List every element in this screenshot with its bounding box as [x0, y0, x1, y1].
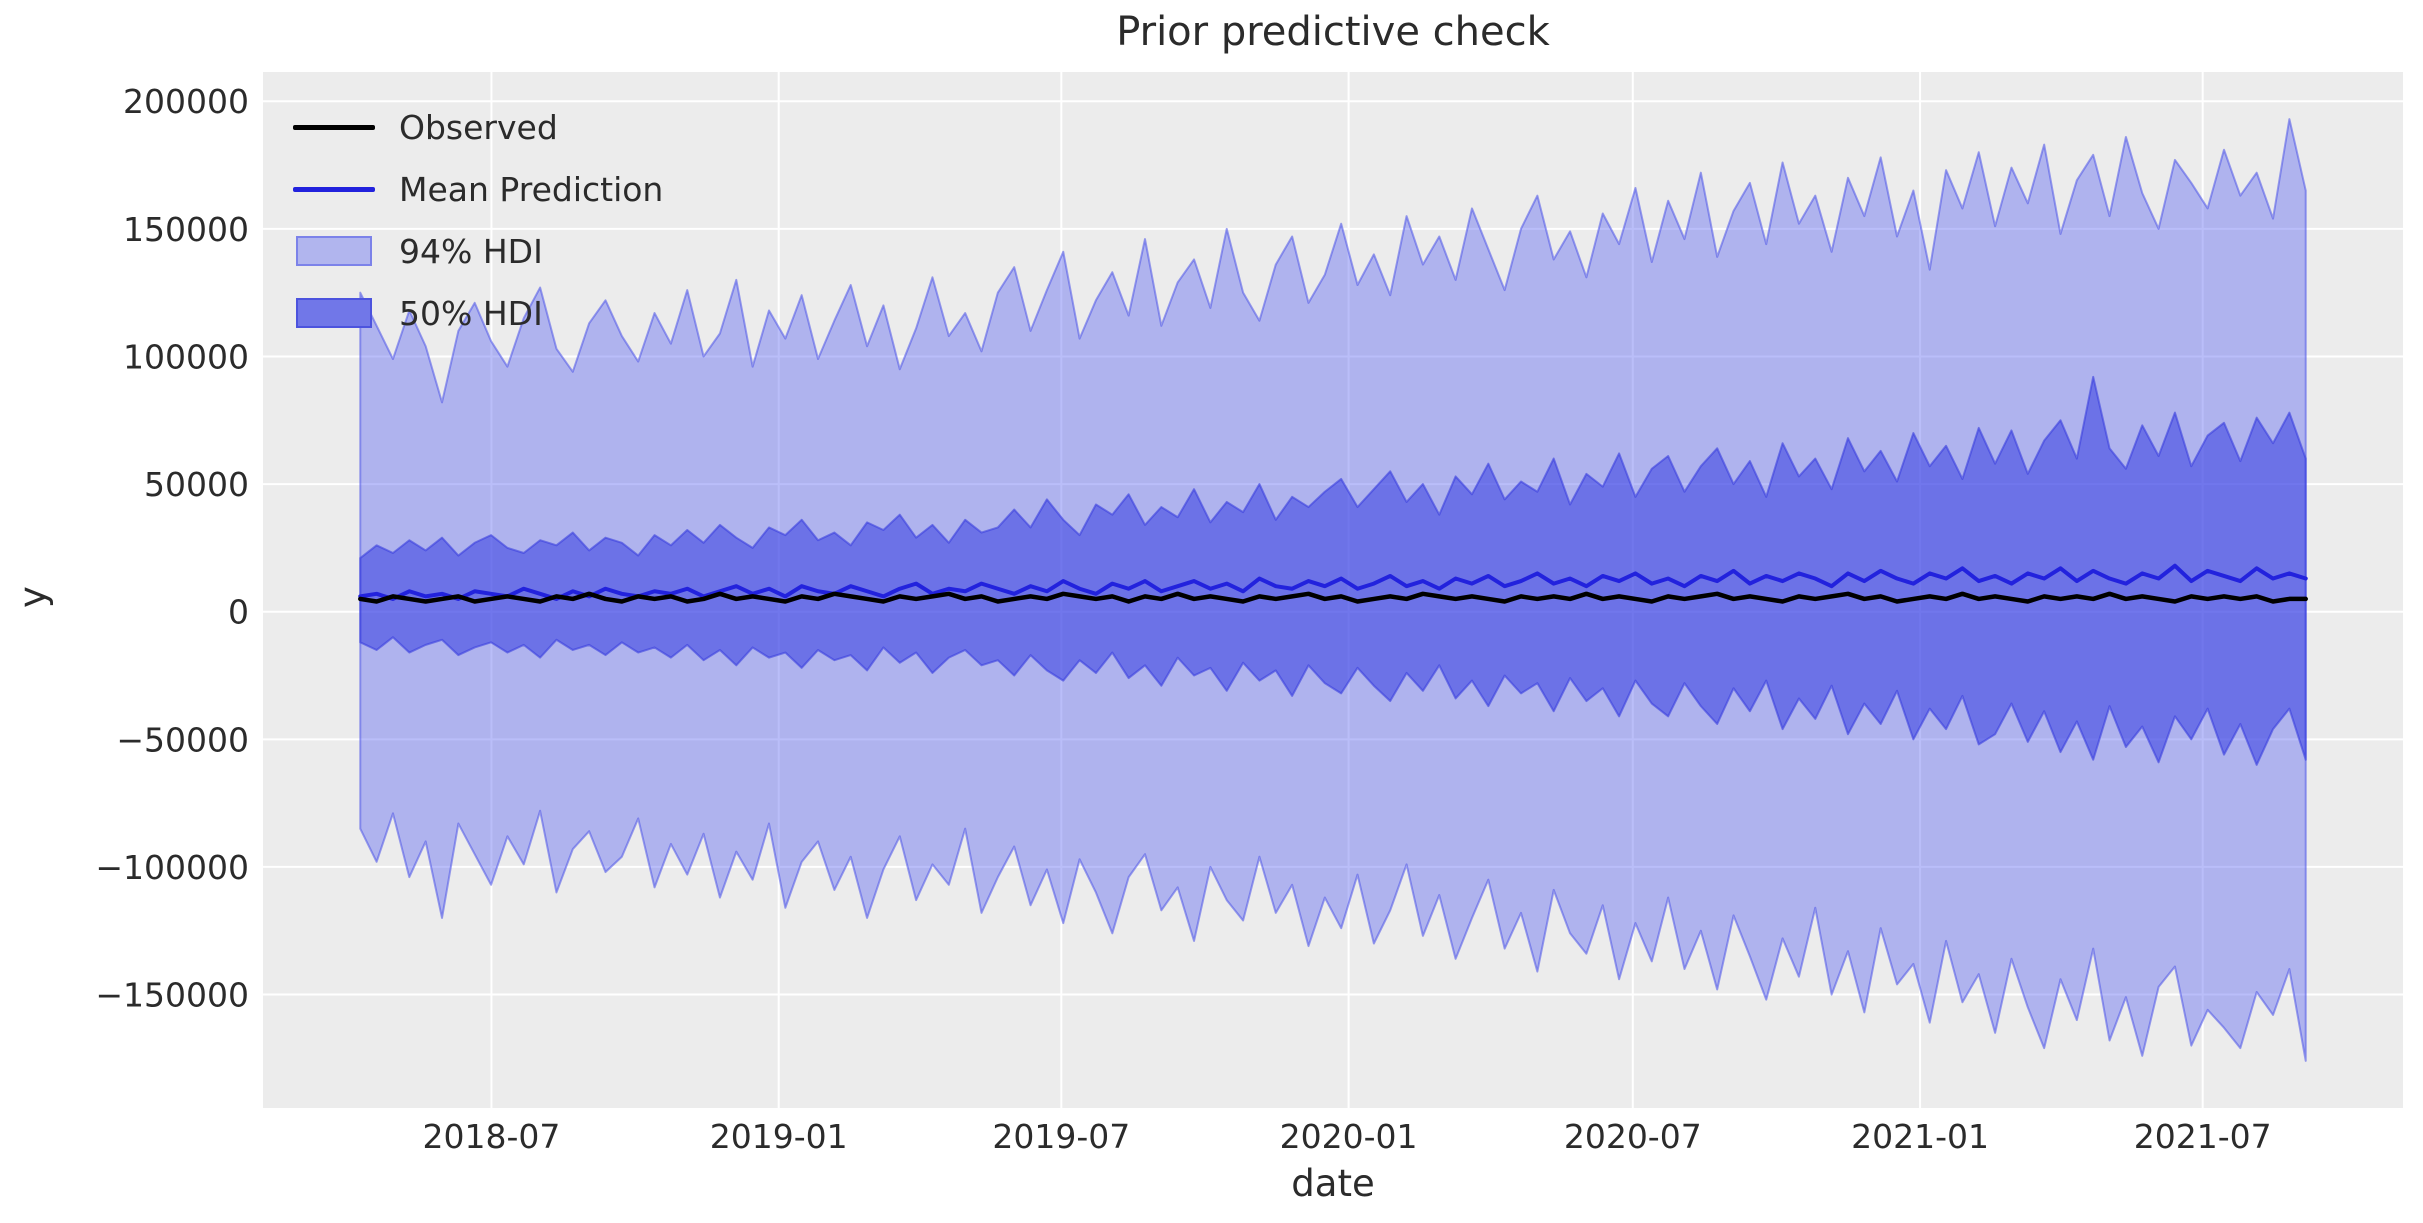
x-tick-label: 2021-07: [2134, 1117, 2272, 1156]
legend-label: 50% HDI: [399, 293, 543, 333]
x-tick-label: 2020-07: [1564, 1117, 1702, 1156]
legend: Observed Mean Prediction 94% HDI 50% HDI: [293, 96, 663, 344]
y-tick-label: 50000: [144, 465, 249, 504]
x-tick-label: 2018-07: [422, 1117, 560, 1156]
x-axis-label: date: [1291, 1162, 1375, 1205]
legend-item-mean-prediction: Mean Prediction: [293, 158, 663, 220]
mean-prediction-line-swatch: [293, 186, 375, 192]
x-tick-label: 2020-01: [1280, 1117, 1418, 1156]
y-tick-label: 0: [228, 593, 249, 632]
y-tick-label: 100000: [123, 337, 249, 376]
legend-label: Mean Prediction: [399, 169, 664, 209]
y-tick-label: −50000: [116, 720, 249, 759]
x-tick-label: 2019-07: [992, 1117, 1130, 1156]
x-tick-label: 2019-01: [710, 1117, 848, 1156]
mean-prediction-line: [358, 563, 2308, 601]
legend-label: Observed: [399, 107, 558, 147]
chart-title: Prior predictive check: [1116, 9, 1550, 55]
y-tick-label: −100000: [95, 848, 249, 887]
legend-item-observed: Observed: [293, 96, 663, 158]
legend-item-50-hdi: 50% HDI: [293, 282, 663, 344]
legend-item-94-hdi: 94% HDI: [293, 220, 663, 282]
hdi94-patch-swatch: [293, 236, 375, 266]
observed-line: [358, 591, 2308, 604]
y-tick-label: 200000: [123, 82, 249, 121]
legend-label: 94% HDI: [399, 231, 543, 271]
x-tick-label: 2021-01: [1851, 1117, 1989, 1156]
y-tick-label: −150000: [95, 976, 249, 1015]
y-axis-label: y: [11, 586, 54, 608]
observed-line-swatch: [293, 124, 375, 130]
hdi50-band: [359, 375, 2307, 766]
y-tick-label: 150000: [123, 210, 249, 249]
hdi50-patch-swatch: [293, 298, 375, 328]
